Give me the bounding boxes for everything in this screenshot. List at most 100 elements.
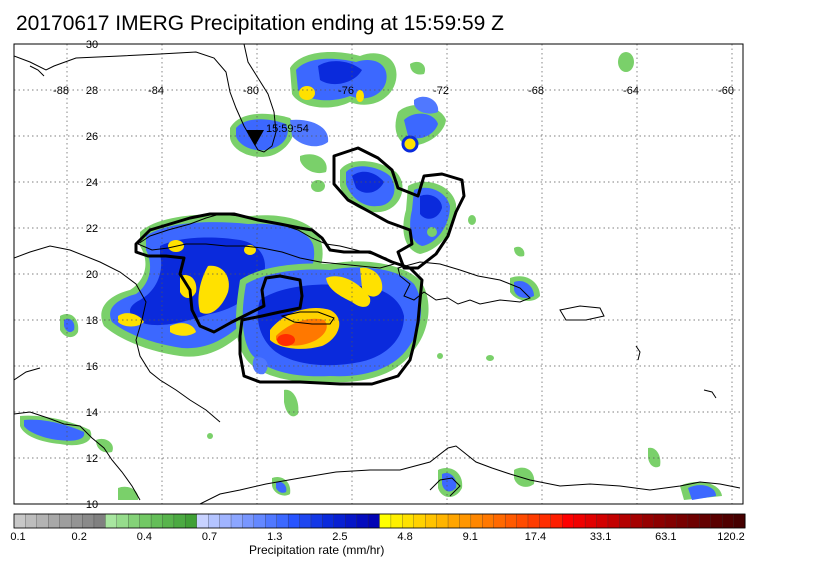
colorbar-swatch [322,513,335,529]
latitude-labels: 30 28 26 24 22 20 18 16 14 12 10 [86,39,98,511]
colorbar-swatch [367,513,381,529]
colorbar-swatch [447,513,460,529]
colorbar-swatch [504,513,518,529]
map-title: 20170617 IMERG Precipitation ending at 1… [16,12,504,35]
colorbar-swatch [687,513,700,529]
colorbar-swatch [459,513,472,529]
swath-boundary [134,146,466,386]
colorbar-swatch [25,513,38,529]
colorbar-swatch [470,513,483,529]
colorbar-swatch [310,513,323,529]
colorbar-swatch [116,513,129,529]
coastlines [14,44,741,504]
colorbar-tick-label: 9.1 [462,531,478,543]
colorbar-tick-label: 0.4 [136,531,153,543]
colorbar-swatch [139,513,152,529]
colorbar-swatch [676,513,689,529]
colorbar-swatch [733,513,746,529]
longitude-labels: -88 -84 -80 -76 -72 -68 -64 -60 [53,85,734,97]
colorbar-swatch [82,513,95,529]
colorbar [13,513,746,529]
colorbar-tick-label: 0.7 [201,531,218,543]
colorbar-swatch [93,513,106,529]
longitude-label: -84 [148,85,164,97]
colorbar-tick-label: 0.1 [10,531,26,543]
colorbar-tick-label: 120.2 [717,531,745,543]
colorbar-swatch [390,513,403,529]
colorbar-swatch [516,513,529,529]
colorbar-swatch [527,513,540,529]
colorbar-tick-label: 2.5 [332,531,348,543]
colorbar-swatch [196,513,209,529]
longitude-label: -60 [718,85,734,97]
colorbar-tick-label: 63.1 [655,531,677,543]
longitude-label: -72 [433,85,449,97]
colorbar-swatch [722,513,735,529]
longitude-label: -76 [338,85,354,97]
map-frame [13,43,744,505]
colorbar-swatch [425,513,438,529]
colorbar-swatch [150,513,164,529]
colorbar-swatch [402,513,415,529]
colorbar-swatch [36,513,49,529]
colorbar-swatch [379,513,392,529]
colorbar-swatch [573,513,586,529]
colorbar-swatch [13,513,26,529]
colorbar-swatch [70,513,84,529]
colorbar-swatch [596,513,609,529]
colorbar-swatch [699,513,712,529]
latitude-label: 24 [86,177,98,189]
colorbar-swatch [539,513,552,529]
colorbar-swatch [584,513,598,529]
colorbar-swatch [550,513,563,529]
colorbar-tick-label: 17.4 [524,531,547,543]
latitude-label: 10 [86,499,98,511]
colorbar-tick-label: 0.2 [71,531,87,543]
colorbar-swatch [333,513,346,529]
longitude-label: -64 [623,85,639,97]
colorbar-swatch [630,513,643,529]
latitude-label: 22 [86,223,98,235]
lat-lon-grid [14,44,743,504]
colorbar-swatch [619,513,632,529]
colorbar-swatch [436,513,449,529]
colorbar-title: Precipitation rate (mm/hr) [249,543,385,557]
longitude-label: -68 [528,85,544,97]
overpass-marker-icon [246,130,264,146]
colorbar-swatch [242,513,255,529]
colorbar-swatch [345,513,358,529]
colorbar-swatch [208,513,221,529]
colorbar-swatch [276,513,289,529]
latitude-label: 16 [86,361,98,373]
latitude-label: 14 [86,407,98,419]
latitude-label: 20 [86,269,98,281]
latitude-label: 18 [86,315,98,327]
colorbar-swatch [482,513,495,529]
colorbar-swatch [128,513,141,529]
colorbar-swatch [219,513,232,529]
colorbar-swatch [253,513,266,529]
colorbar-swatch [642,513,655,529]
latitude-label: 26 [86,131,98,143]
colorbar-swatch [48,513,61,529]
colorbar-frame [13,513,746,529]
colorbar-swatch [105,513,118,529]
colorbar-swatch [185,513,198,529]
colorbar-tick-label: 33.1 [589,531,612,543]
colorbar-swatch [287,513,301,529]
longitude-label: -80 [243,85,259,97]
colorbar-swatch [710,513,723,529]
colorbar-swatch [413,513,426,529]
colorbar-swatch [173,513,186,529]
latitude-label: 12 [86,453,98,465]
colorbar-swatch [299,513,312,529]
colorbar-swatch [59,513,72,529]
colorbar-swatch [493,513,506,529]
latitude-label: 30 [86,39,98,51]
colorbar-tick-label: 1.3 [267,531,283,543]
colorbar-swatch [664,513,678,529]
latitude-label: 28 [86,85,98,97]
colorbar-swatch [562,513,575,529]
colorbar-swatch [356,513,369,529]
